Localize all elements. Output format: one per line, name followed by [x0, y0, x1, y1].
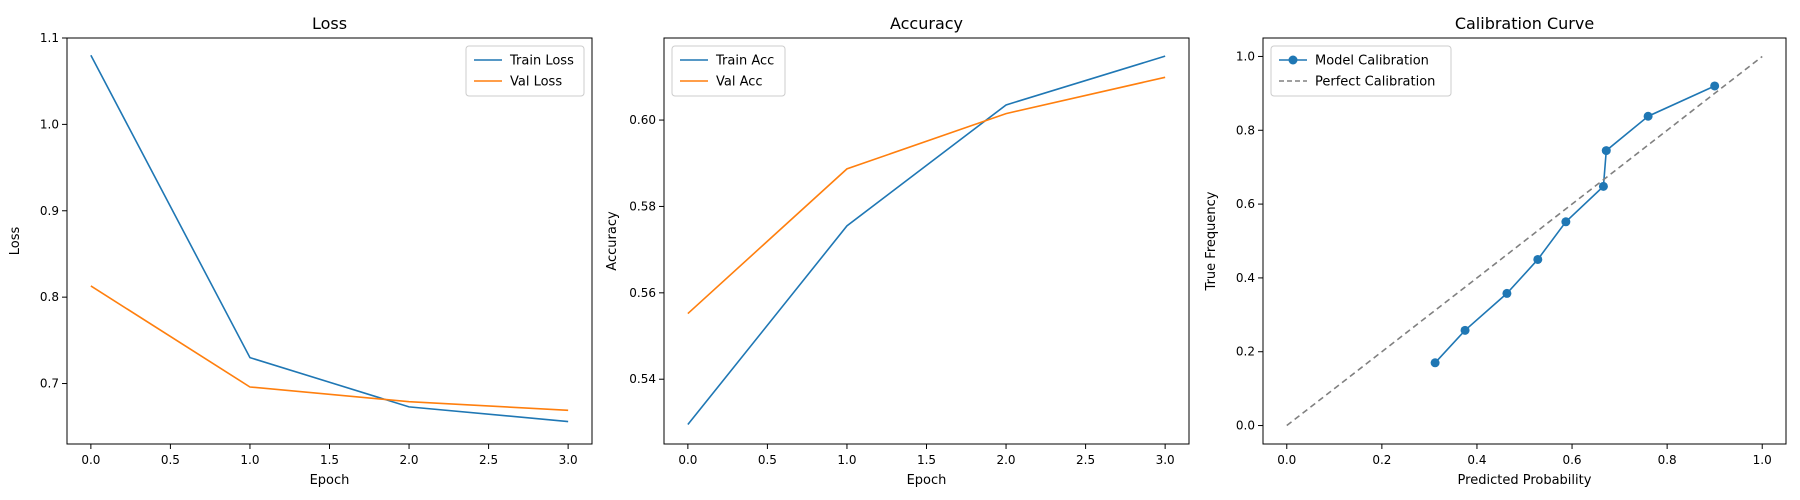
x-tick-label: 1.0: [1753, 453, 1772, 467]
y-tick-label: 0.6: [1236, 197, 1255, 211]
x-tick-label: 1.0: [240, 453, 259, 467]
y-tick-label: 0.7: [40, 377, 59, 391]
y-tick-label: 0.8: [40, 290, 59, 304]
x-tick-label: 0.8: [1658, 453, 1677, 467]
x-axis-label: Epoch: [310, 473, 350, 488]
series-line-perfect-calibration: [1286, 55, 1763, 427]
legend-label: Perfect Calibration: [1315, 75, 1435, 90]
x-tick-label: 1.5: [917, 453, 936, 467]
x-tick-label: 0.0: [1277, 453, 1296, 467]
y-tick-label: 0.56: [629, 286, 656, 300]
series-line-model-calibration: [1434, 85, 1716, 364]
x-tick-label: 3.0: [559, 453, 578, 467]
plot-frame: [663, 37, 1190, 445]
chart-title: Calibration Curve: [1455, 14, 1594, 33]
series-line-train-loss: [90, 54, 569, 423]
series-line-val-acc: [687, 76, 1166, 315]
y-tick-label: 0.54: [629, 372, 656, 386]
x-axis-label: Epoch: [907, 473, 947, 488]
legend-label: Train Acc: [715, 54, 774, 69]
x-tick-label: 2.5: [1076, 453, 1095, 467]
x-tick-label: 2.5: [479, 453, 498, 467]
x-tick-label: 2.0: [399, 453, 418, 467]
x-tick-label: 0.2: [1372, 453, 1391, 467]
x-tick-label: 0.0: [678, 453, 697, 467]
legend-box: [1270, 45, 1452, 97]
x-tick-label: 3.0: [1156, 453, 1175, 467]
y-axis-label: Accuracy: [605, 211, 620, 271]
series-line-val-loss: [90, 285, 569, 412]
plot-frame: [66, 37, 593, 445]
x-tick-label: 0.6: [1562, 453, 1581, 467]
x-tick-label: 1.0: [837, 453, 856, 467]
x-tick-label: 1.5: [320, 453, 339, 467]
chart-title: Accuracy: [890, 14, 963, 33]
data-point: [1601, 146, 1611, 156]
legend-label: Val Loss: [510, 75, 562, 90]
data-point: [1643, 111, 1653, 121]
data-point: [1460, 325, 1470, 335]
y-tick-label: 0.4: [1236, 271, 1255, 285]
x-tick-label: 0.5: [758, 453, 777, 467]
legend-box: [671, 45, 786, 97]
y-tick-label: 1.0: [40, 117, 59, 131]
y-tick-label: 0.58: [629, 199, 656, 213]
chart-panel-1: 0.0 0.5 1.0 1.5 2.0 2.5 3.0 0.7 0.8 0.9 1.0 1.1 Loss…: [8, 14, 593, 488]
data-point: [1598, 181, 1608, 191]
y-axis-label: True Frequency: [1204, 191, 1219, 291]
data-point: [1502, 288, 1512, 298]
y-tick-label: 0.2: [1236, 345, 1255, 359]
legend-box: [465, 45, 585, 97]
y-tick-label: 0.8: [1236, 123, 1255, 137]
y-tick-label: 1.0: [1236, 49, 1255, 63]
chart-panel-3: 0.0 0.2 0.4 0.6 0.8 1.0 0.0 0.2 0.4 0.6 0.8 1.0 Cali…: [1204, 14, 1787, 488]
legend: Model Calibration Perfect Calibration: [1270, 45, 1452, 97]
x-tick-label: 0.0: [81, 453, 100, 467]
y-tick-label: 0.60: [629, 113, 656, 127]
chart-panel-2: 0.0 0.5 1.0 1.5 2.0 2.5 3.0 0.54 0.56 0.58 0.60 Acc…: [605, 14, 1190, 488]
legend-label: Model Calibration: [1315, 54, 1429, 69]
data-point: [1430, 358, 1440, 368]
series-line-train-acc: [687, 55, 1166, 426]
x-tick-label: 2.0: [996, 453, 1015, 467]
x-axis-label: Predicted Probability: [1458, 473, 1592, 488]
y-tick-label: 0.9: [40, 204, 59, 218]
legend: Train Loss Val Loss: [465, 45, 585, 97]
legend-marker: [1288, 55, 1298, 65]
y-tick-label: 1.1: [40, 31, 59, 45]
legend: Train Acc Val Acc: [671, 45, 786, 97]
legend-label: Val Acc: [716, 75, 763, 90]
data-point: [1533, 254, 1543, 264]
data-point: [1710, 81, 1720, 91]
data-point: [1561, 217, 1571, 227]
x-tick-label: 0.5: [161, 453, 180, 467]
chart-title: Loss: [312, 14, 347, 33]
legend-label: Train Loss: [509, 54, 574, 69]
y-tick-label: 0.0: [1236, 419, 1255, 433]
plot-frame: [1262, 37, 1787, 445]
x-tick-label: 0.4: [1467, 453, 1486, 467]
y-axis-label: Loss: [8, 227, 23, 256]
